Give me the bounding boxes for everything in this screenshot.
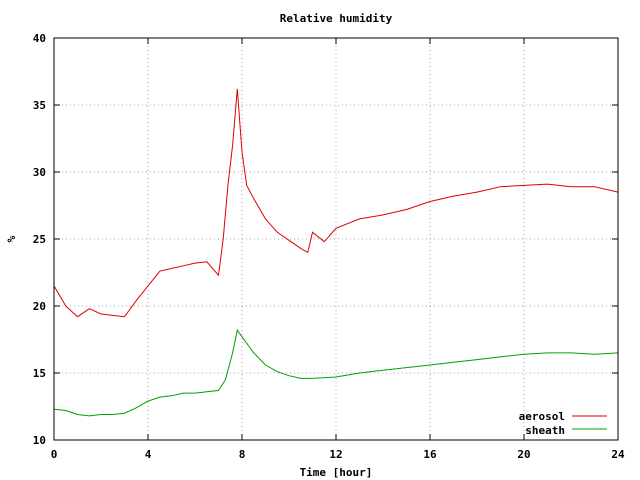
plot-frame — [53, 37, 619, 441]
x-tick-label: 4 — [145, 448, 152, 461]
x-tick-label: 20 — [517, 448, 530, 461]
legend: aerosol sheath — [519, 410, 607, 437]
x-axis-label: Time [hour] — [300, 466, 373, 479]
legend-label-sheath: sheath — [525, 424, 565, 437]
y-tick-label: 40 — [33, 32, 46, 45]
series-line-sheath — [53, 328, 619, 417]
x-tick-label: 12 — [329, 448, 342, 461]
y-tick-label: 35 — [33, 99, 46, 112]
x-tick-label: 16 — [423, 448, 437, 461]
y-tick-label: 10 — [33, 434, 46, 447]
x-tick-label: 0 — [51, 448, 58, 461]
x-tick-label: 24 — [611, 448, 625, 461]
chart-title: Relative humidity — [280, 12, 393, 25]
axis-ticks: 10 15 20 25 30 35 40 0 4 8 12 16 20 24 — [33, 32, 625, 461]
grid-lines — [54, 38, 618, 440]
series-line-aerosol — [53, 88, 619, 318]
legend-label-aerosol: aerosol — [519, 410, 565, 423]
y-tick-label: 25 — [33, 233, 46, 246]
series-lines — [53, 88, 619, 417]
y-axis-label: % — [5, 235, 18, 242]
y-tick-label: 30 — [33, 166, 46, 179]
y-tick-label: 20 — [33, 300, 46, 313]
x-tick-label: 8 — [239, 448, 246, 461]
y-tick-label: 15 — [33, 367, 46, 380]
